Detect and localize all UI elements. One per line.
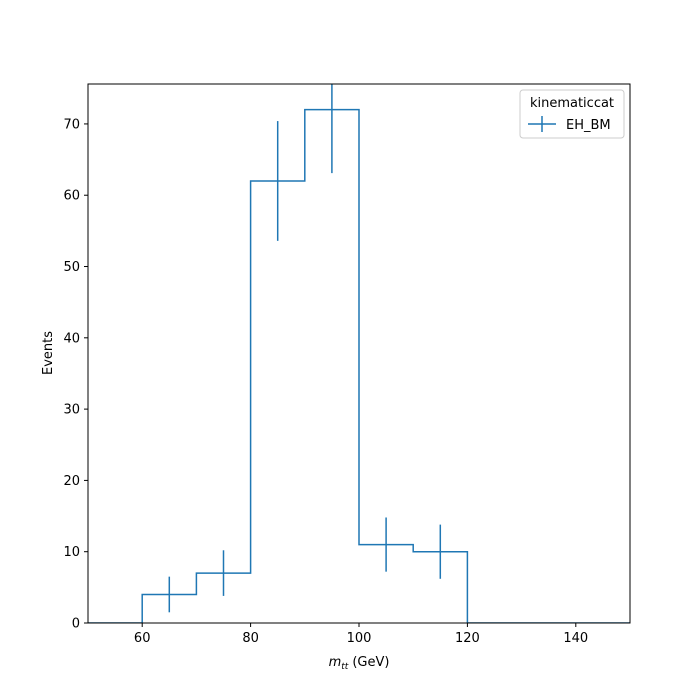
y-tick-label: 40	[63, 331, 80, 346]
legend-entry-label: EH_BM	[566, 118, 611, 133]
y-tick-label: 60	[63, 189, 80, 204]
x-axis-label-subscript: tt	[341, 662, 349, 672]
legend: kinematiccat EH_BM	[519, 89, 625, 139]
legend-title: kinematiccat	[530, 96, 614, 111]
y-tick-label: 70	[63, 117, 80, 132]
y-ticks: 0 10 20 30 40 50 60 70	[63, 117, 88, 632]
x-axis-label-symbol: m	[329, 655, 342, 670]
x-tick-label: 100	[347, 631, 372, 646]
y-tick-label: 30	[63, 403, 80, 418]
y-tick-label: 10	[63, 545, 80, 560]
y-tick-label: 0	[72, 617, 80, 632]
y-axis-label: Events	[41, 331, 56, 375]
x-ticks: 60 80 100 120 140	[134, 623, 588, 646]
y-tick-label: 20	[63, 474, 80, 489]
histogram-step-line	[88, 108, 630, 623]
x-axis-label: mtt (GeV)	[329, 655, 390, 672]
legend-frame	[519, 89, 625, 139]
y-tick-label: 50	[63, 260, 80, 275]
x-tick-label: 140	[563, 631, 588, 646]
x-tick-label: 120	[455, 631, 480, 646]
x-axis-label-unit: (GeV)	[352, 655, 389, 670]
axes: 60 80 100 120 140 0 10 20 30 40 50 60 70 mtt (GeV) E…	[41, 83, 631, 672]
x-tick-label: 60	[134, 631, 151, 646]
x-tick-label: 80	[242, 631, 259, 646]
plot-area	[88, 84, 630, 623]
